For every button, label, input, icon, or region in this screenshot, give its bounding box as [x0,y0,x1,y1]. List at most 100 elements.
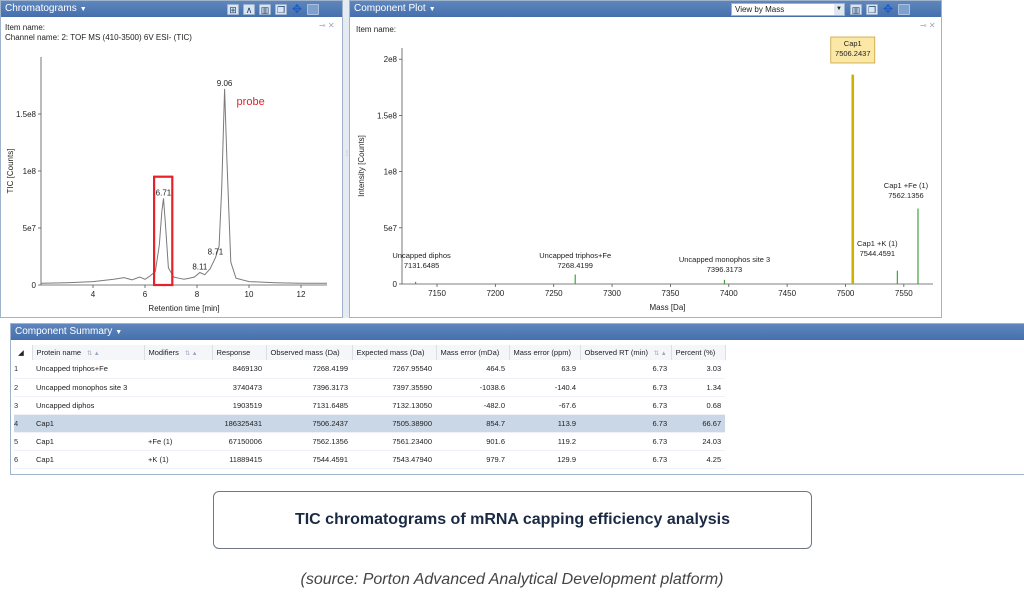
sort-icon[interactable]: ⇅ ▲ [184,351,198,357]
cell-protein-name: Uncapped triphos+Fe [32,360,144,379]
table-row[interactable]: 6 Cap1 +K (1) 11889415 7544.4591 7543.47940 97… [14,450,726,469]
chevron-down-icon[interactable]: ▼ [79,6,87,13]
window-icon[interactable] [898,3,910,15]
bar-chart-icon[interactable]: ▥ [850,3,862,15]
move-icon[interactable]: ✥ [291,1,303,16]
column-header-label: Response [216,348,251,357]
probe-label: probe [237,96,265,108]
component-summary-header[interactable]: Component Summary ▼ [11,324,1024,340]
view-by-select[interactable]: View by Mass ▼ [731,3,845,16]
caption-box: TIC chromatograms of mRNA capping effici… [213,491,812,549]
column-header-observed-rt[interactable]: Observed RT (min) ⇅ ▲ [580,345,672,360]
source-text: (source: Porton Advanced Analytical Deve… [300,571,724,588]
peak-label: 6.71 [156,188,172,197]
cell-mass-error-ppm: -67.6 [509,396,580,415]
peak-mass-label: 7544.4591 [860,249,895,258]
x-tick-label: 7350 [662,289,680,298]
cell-mass-error-mda: 464.5 [436,360,509,379]
copy-icon[interactable]: ❐ [866,3,878,15]
cell-modifiers [144,360,212,379]
copy-icon[interactable]: ❐ [275,3,287,15]
view-by-select-value: View by Mass [735,5,785,14]
cell-response: 186325431 [212,414,266,433]
item-name-label: Item name: [356,25,397,34]
pin-icon[interactable]: ⊸ ✕ [319,21,335,30]
table-row[interactable]: 4 Cap1 186325431 7506.2437 7505.38900 854.7 11… [14,414,726,433]
vertical-splitter[interactable] [343,0,349,318]
chevron-down-icon[interactable]: ▼ [834,4,844,15]
cell-observed-rt: 6.73 [580,432,672,451]
sort-icon[interactable]: ⇅ ▲ [654,351,667,357]
column-header-response[interactable]: Response [212,345,267,360]
cell-mass-error-mda: -482.0 [436,396,509,415]
chromatograms-toolbar: ⊞ ∧ ▥ ❐ ✥ [227,1,319,17]
cell-modifiers: +Fe (1) [144,432,212,451]
table-row[interactable]: 5 Cap1 +Fe (1) 67150006 7562.1356 7561.23400 9… [14,432,726,451]
column-header-percent[interactable]: Percent (%) [671,345,726,360]
cell-protein-name: Uncapped monophos site 3 [32,378,144,397]
chromatograms-panel: Chromatograms ▼ ⊞ ∧ ▥ ❐ ✥ ⊸ ✕ Item name: … [0,0,343,318]
cell-observed-rt: 6.73 [580,396,672,415]
peak-icon[interactable]: ∧ [243,3,255,15]
component-plot-title: Component Plot [354,3,426,14]
table-row[interactable]: 3 Uncapped diphos 1903519 7131.6485 7132.130… [14,396,726,415]
column-header-modifiers[interactable]: Modifiers ⇅ ▲ [144,345,213,360]
x-axis-label: Retention time [min] [148,304,219,313]
chevron-down-icon[interactable]: ▼ [428,6,436,13]
table-header-row: ◢ Protein name ⇅ ▲ Modifiers ⇅ ▲ Response … [14,345,726,360]
zoom-icon[interactable]: ⊞ [227,3,239,15]
move-icon[interactable]: ✥ [882,1,894,16]
chromatograms-header[interactable]: Chromatograms ▼ [1,1,342,17]
x-tick-label: 4 [91,290,96,299]
cell-expected-mass: 7132.13050 [352,396,436,415]
peak-mass-label: 7268.4199 [557,261,592,270]
cell-response: 67150006 [212,432,266,451]
cell-percent: 3.03 [671,360,726,379]
cell-mass-error-ppm: -140.4 [509,378,580,397]
window-icon[interactable] [307,3,319,15]
cell-row-number: 3 [14,396,32,415]
cell-response: 3740473 [212,378,266,397]
table-row[interactable]: 2 Uncapped monophos site 3 3740473 7396.317… [14,378,726,397]
peak-mass-label: 7396.3173 [707,265,742,274]
highlight-box [153,175,174,287]
y-tick-label: 5e7 [23,224,37,233]
x-tick-label: 7300 [603,289,621,298]
bar-chart-icon[interactable]: ▥ [259,3,271,15]
x-tick-label: 10 [245,290,254,299]
peak-label: 8.71 [208,248,224,257]
column-header-expected-mass[interactable]: Expected mass (Da) [352,345,437,360]
row-selector-header[interactable]: ◢ [14,345,33,360]
cell-observed-mass: 7506.2437 [266,414,352,433]
chevron-down-icon[interactable]: ▼ [115,329,123,336]
column-header-protein-name[interactable]: Protein name ⇅ ▲ [32,345,145,360]
column-header-label: Observed mass (Da) [270,348,340,357]
cell-expected-mass: 7397.35590 [352,378,436,397]
cell-row-number: 6 [14,450,32,469]
table-row[interactable]: 1 Uncapped triphos+Fe 8469130 7268.4199 7267… [14,360,726,379]
pin-icon[interactable]: ⊸ ✕ [920,21,936,30]
y-tick-label: 1e8 [23,167,37,176]
column-header-observed-mass[interactable]: Observed mass (Da) [266,345,353,360]
cell-response: 11889415 [212,450,266,469]
x-tick-label: 7250 [545,289,563,298]
column-header-label: Percent (%) [675,348,716,357]
peak-mass-label: 7506.2437 [835,49,870,58]
column-header-label: Mass error (ppm) [513,348,572,357]
column-header-mass-error-ppm[interactable]: Mass error (ppm) [509,345,581,360]
splitter-grip-icon[interactable]: ⋮ [344,151,350,157]
sort-icon[interactable]: ⇅ ▲ [87,351,100,357]
cell-percent: 24.03 [671,432,726,451]
cell-expected-mass: 7267.95540 [352,360,436,379]
component-plot-chart: 0 5e7 1e8 1.5e8 2e8 7150 7200 7250 7300 7350 7400 7… [357,36,933,312]
cell-protein-name: Uncapped diphos [32,396,144,415]
cell-row-number: 2 [14,378,32,397]
cell-observed-mass: 7268.4199 [266,360,352,379]
component-plot-panel: Component Plot ▼ View by Mass ▼ ▥ ❐ ✥ ⊸ ✕… [349,0,942,318]
y-tick-label: 0 [32,281,37,290]
column-header-mass-error-mda[interactable]: Mass error (mDa) [436,345,510,360]
tic-series-line [40,88,327,284]
peak-name-label: Cap1 [844,39,862,48]
cell-modifiers [144,414,212,433]
cell-expected-mass: 7505.38900 [352,414,436,433]
